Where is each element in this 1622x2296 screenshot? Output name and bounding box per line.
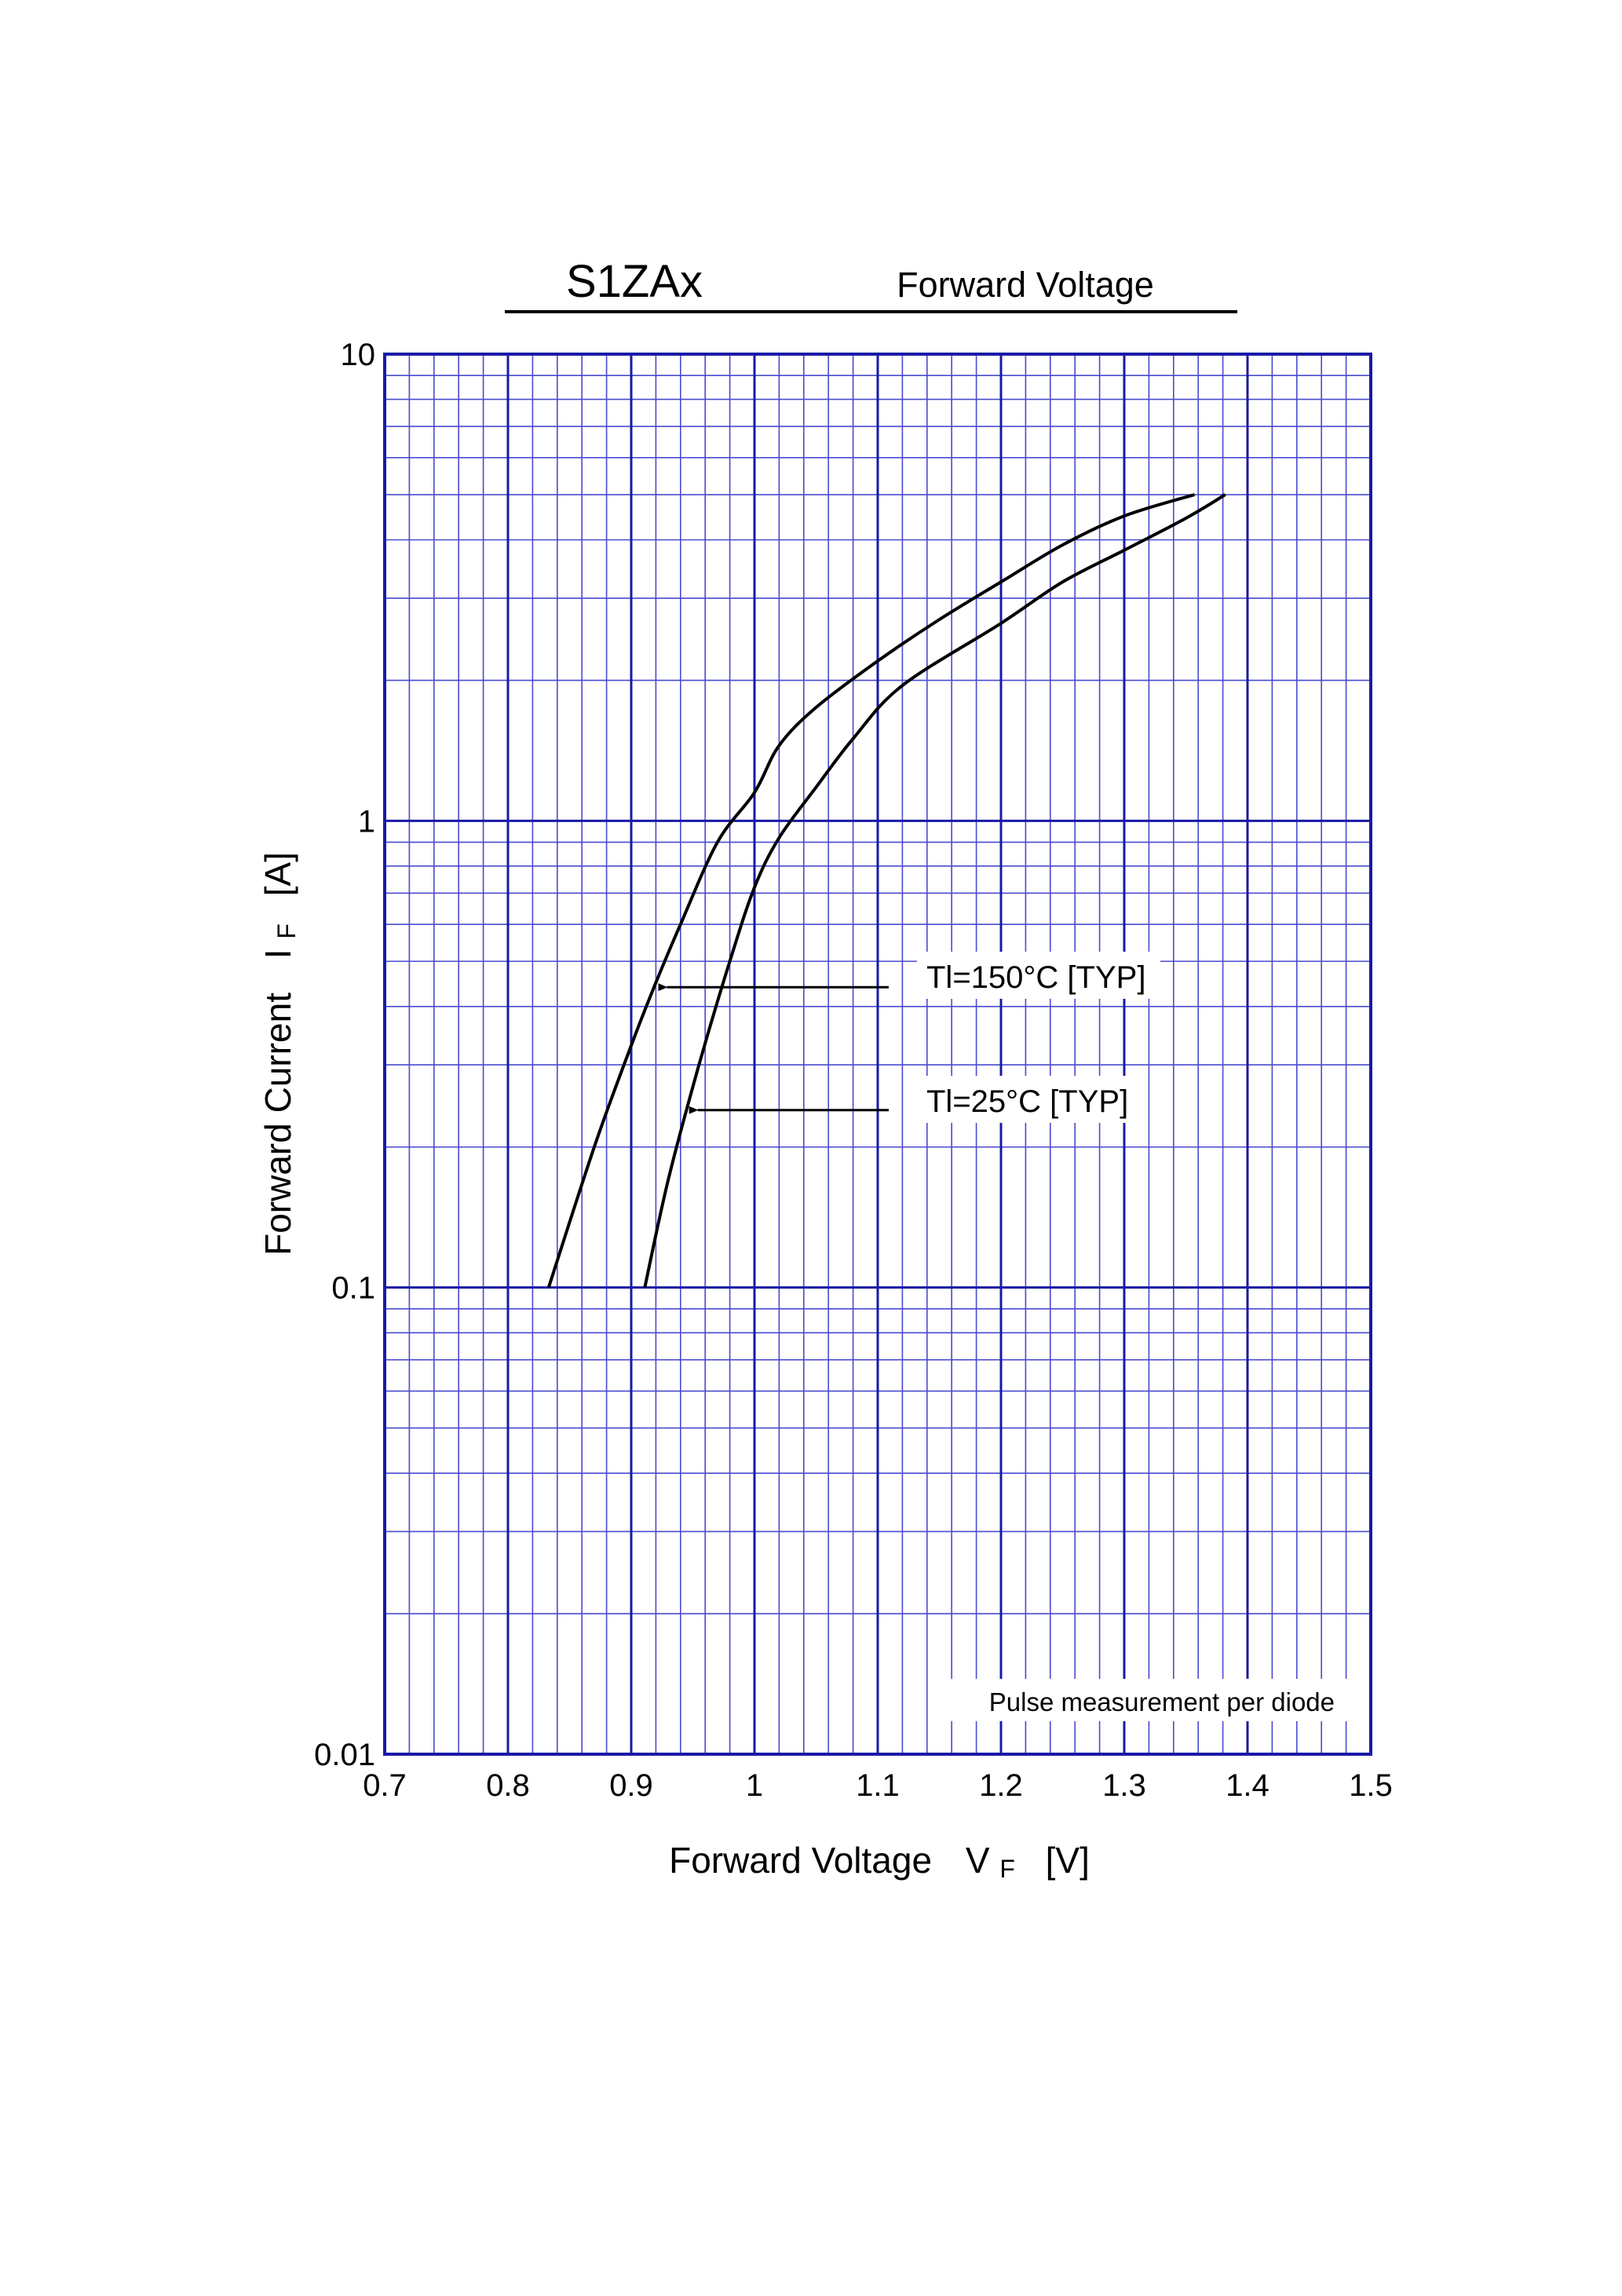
x-tick-label: 1.4 (1226, 1768, 1269, 1803)
series-line-25c (643, 493, 1226, 1289)
y-tick-label: 1 (358, 804, 375, 839)
grid-minor-lines (385, 354, 1371, 1754)
y-axis-label-unit: [A] (258, 852, 298, 896)
note-background (948, 1679, 1349, 1721)
x-tick-label: 1.3 (1102, 1768, 1146, 1803)
x-axis-label-symbol: V (966, 1840, 990, 1881)
y-tick-label: 0.1 (331, 1271, 375, 1306)
y-axis-label-symbol: I (258, 949, 298, 959)
x-axis-label-unit: [V] (1046, 1840, 1090, 1881)
plot-area-frame (383, 353, 1372, 1756)
x-tick-label: 0.8 (486, 1768, 530, 1803)
label-150c-text: Tl=150°C [TYP] (926, 960, 1145, 995)
y-tick-label: 0.01 (314, 1738, 375, 1772)
chart-title: S1ZAx (566, 256, 703, 307)
label-25c: Tl=25°C [TYP] (917, 1076, 1145, 1123)
x-axis-label-subscript: F (999, 1855, 1015, 1883)
x-axis-label: Forward Voltage V F [V] (669, 1840, 1090, 1885)
x-tick-label: 1 (746, 1768, 763, 1803)
series-lines (546, 492, 1226, 1289)
x-tick-label: 1.5 (1349, 1768, 1393, 1803)
x-tick-label: 1.1 (856, 1768, 900, 1803)
y-tick-label: 10 (341, 338, 376, 372)
y-axis-label: Forward Current I F [A] (258, 852, 303, 1256)
x-tick-label: 0.9 (609, 1768, 653, 1803)
label-150c: Tl=150°C [TYP] (917, 952, 1160, 999)
grid-major-lines (383, 354, 1372, 1756)
y-axis-label-text: Forward Current (258, 993, 298, 1256)
x-tick-label: 1.2 (979, 1768, 1023, 1803)
label-25c-text: Tl=25°C [TYP] (926, 1084, 1128, 1119)
note-text: Pulse measurement per diode (989, 1687, 1335, 1717)
chart-subtitle: Forward Voltage (897, 265, 1154, 305)
series-line-150c (546, 492, 1196, 1289)
x-tick-label: 0.7 (363, 1768, 407, 1803)
x-tick-labels: 0.7 0.8 0.9 1 1.1 1.2 1.3 1.4 1.5 (363, 1768, 1393, 1803)
x-axis-label-text: Forward Voltage (669, 1840, 932, 1881)
y-axis-label-subscript: F (272, 923, 301, 939)
y-tick-labels: 0.01 0.1 1 10 (314, 338, 375, 1772)
